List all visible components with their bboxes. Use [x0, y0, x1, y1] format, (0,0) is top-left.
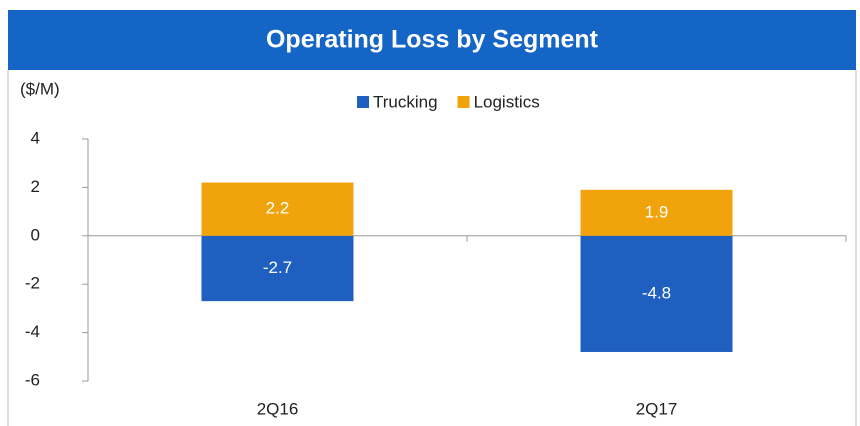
value-label: 1.9: [645, 202, 669, 221]
legend-label: Trucking: [373, 92, 438, 111]
y-tick-label: -6: [25, 370, 40, 389]
y-tick-label: 4: [31, 128, 40, 147]
bar: [201, 235, 354, 302]
value-label: -4.8: [642, 283, 671, 302]
bar: [580, 189, 733, 236]
bar: [580, 235, 733, 352]
y-tick-label: -2: [25, 274, 40, 293]
y-tick-label: 0: [31, 225, 40, 244]
value-label: -2.7: [263, 258, 292, 277]
y-tick-label: -4: [25, 322, 40, 341]
value-label: 2.2: [266, 199, 290, 218]
x-tick-label: 2Q17: [636, 399, 678, 418]
y-axis-label: ($/M): [20, 79, 60, 98]
legend-label: Logistics: [474, 92, 540, 111]
y-tick-label: 2: [31, 177, 40, 196]
title-banner: [8, 10, 856, 70]
bar: [201, 182, 354, 236]
chart-title: Operating Loss by Segment: [266, 26, 599, 54]
legend-swatch: [357, 96, 369, 108]
x-tick-label: 2Q16: [257, 399, 299, 418]
legend-swatch: [457, 96, 470, 108]
